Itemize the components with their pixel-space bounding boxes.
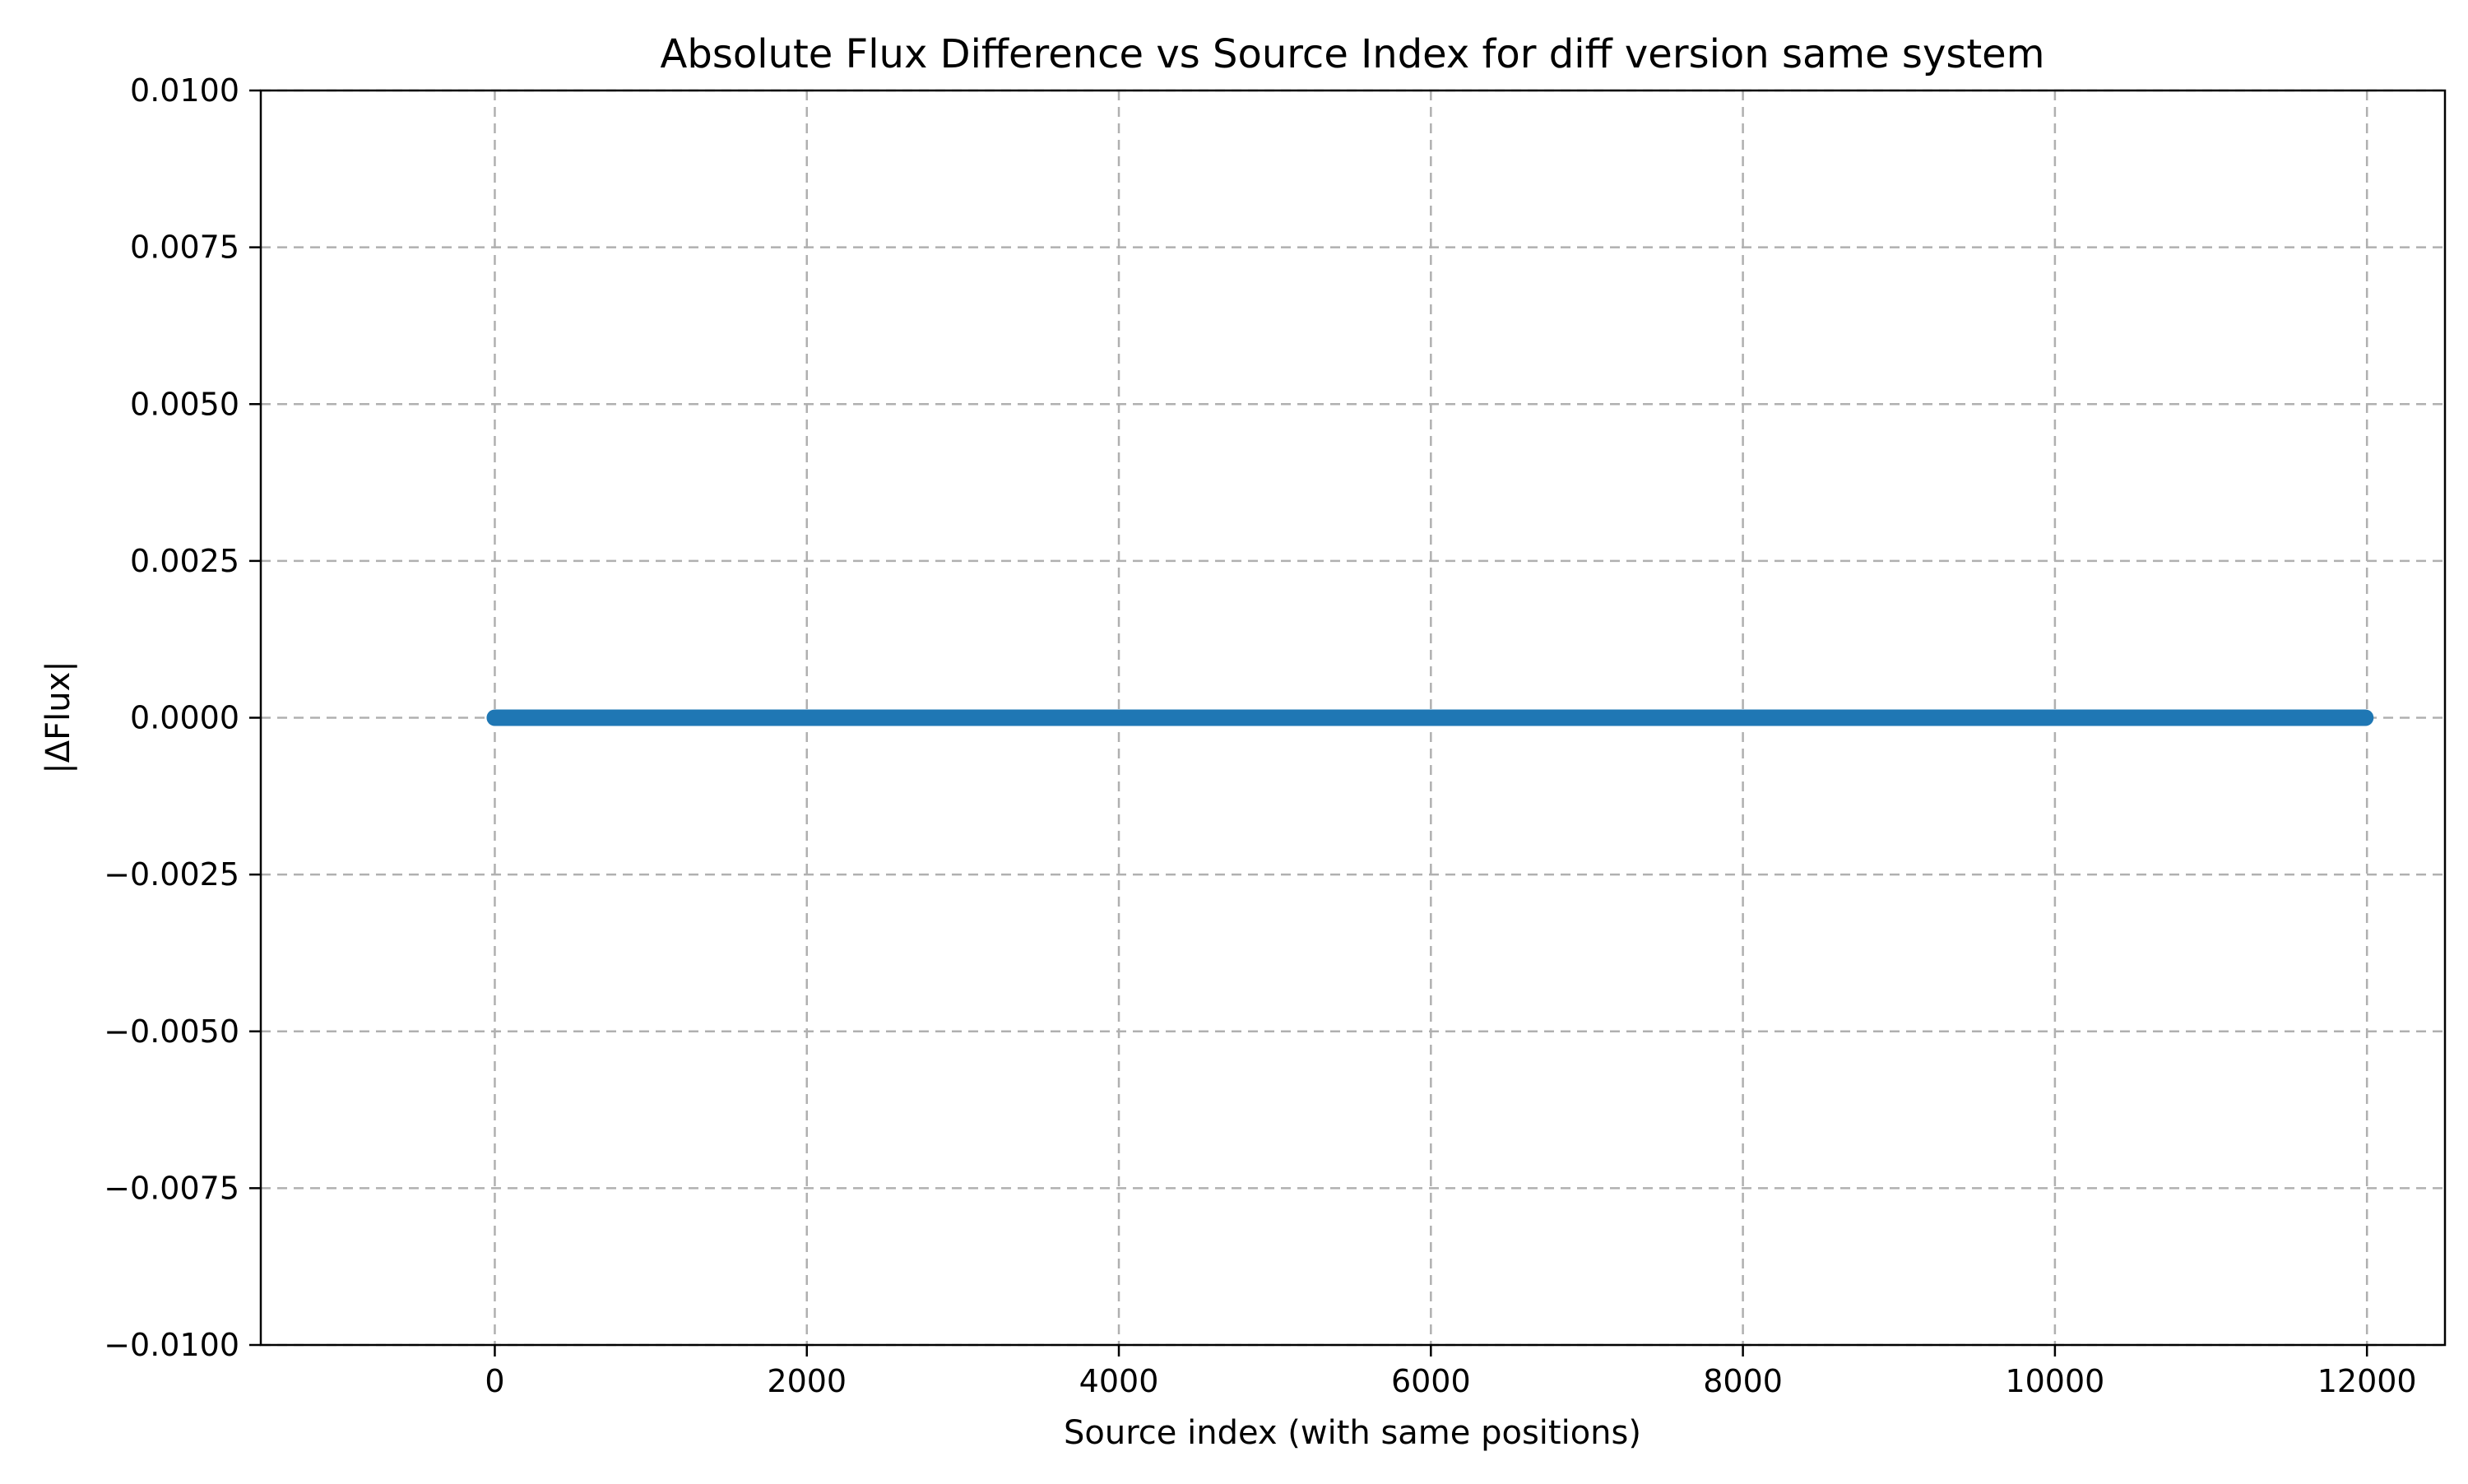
y-tick-label: −0.0025 — [104, 856, 239, 893]
y-tick-label: −0.0100 — [104, 1327, 239, 1363]
x-tick-label: 12000 — [2317, 1363, 2417, 1399]
x-tick-label: 0 — [485, 1363, 504, 1399]
y-tick-label: −0.0050 — [104, 1013, 239, 1050]
y-axis-label: |ΔFlux| — [39, 661, 77, 773]
y-tick-label: −0.0075 — [104, 1170, 239, 1206]
x-tick-label: 10000 — [2005, 1363, 2104, 1399]
y-tick-label: 0.0100 — [130, 72, 239, 109]
ticks: 0 2000 4000 6000 8000 10000 12000 −0.0100 −0.007… — [104, 72, 2416, 1399]
y-tick-label: 0.0075 — [130, 230, 239, 266]
x-tick-label: 2000 — [767, 1363, 847, 1399]
x-tick-label: 6000 — [1391, 1363, 1471, 1399]
y-tick-label: 0.0000 — [130, 700, 239, 736]
y-tick-label: 0.0025 — [130, 543, 239, 579]
y-tick-label: 0.0050 — [130, 386, 239, 422]
x-tick-label: 4000 — [1079, 1363, 1159, 1399]
x-tick-label: 8000 — [1703, 1363, 1783, 1399]
x-axis-label: Source index (with same positions) — [1064, 1414, 1641, 1452]
chart-title: Absolute Flux Difference vs Source Index… — [661, 31, 2045, 77]
